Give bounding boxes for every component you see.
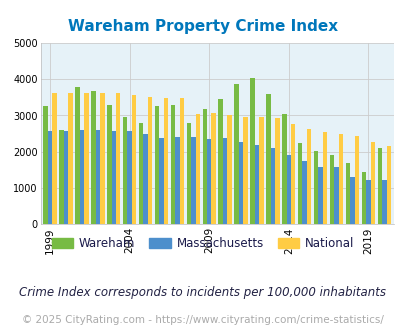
Legend: Wareham, Massachusetts, National: Wareham, Massachusetts, National	[47, 232, 358, 255]
Bar	[234, 84, 238, 224]
Bar	[318, 167, 322, 224]
Bar	[333, 167, 338, 224]
Text: © 2025 CityRating.com - https://www.cityrating.com/crime-statistics/: © 2025 CityRating.com - https://www.city…	[22, 315, 383, 325]
Bar	[127, 131, 132, 224]
Bar	[297, 144, 302, 224]
Bar	[227, 115, 231, 224]
Bar	[266, 94, 270, 224]
Bar	[238, 142, 243, 224]
Bar	[132, 95, 136, 224]
Bar	[381, 180, 386, 224]
Bar	[338, 134, 342, 224]
Bar	[68, 93, 72, 224]
Bar	[154, 106, 159, 224]
Bar	[123, 117, 127, 224]
Bar	[191, 137, 195, 224]
Bar	[306, 129, 311, 224]
Text: Wareham Property Crime Index: Wareham Property Crime Index	[68, 19, 337, 34]
Bar	[243, 117, 247, 224]
Bar	[354, 136, 358, 224]
Bar	[302, 160, 306, 224]
Bar	[211, 113, 215, 224]
Bar	[179, 98, 183, 224]
Bar	[171, 105, 175, 224]
Bar	[207, 139, 211, 224]
Bar	[79, 130, 84, 224]
Bar	[96, 130, 100, 224]
Bar	[175, 137, 179, 224]
Bar	[48, 131, 52, 224]
Bar	[111, 131, 116, 224]
Bar	[313, 151, 318, 224]
Bar	[386, 147, 390, 224]
Bar	[143, 134, 147, 224]
Bar	[186, 123, 191, 224]
Bar	[163, 98, 168, 224]
Bar	[139, 123, 143, 224]
Bar	[270, 148, 275, 224]
Bar	[258, 117, 263, 224]
Bar	[350, 177, 354, 224]
Bar	[275, 118, 279, 224]
Bar	[361, 172, 365, 224]
Text: Crime Index corresponds to incidents per 100,000 inhabitants: Crime Index corresponds to incidents per…	[19, 285, 386, 299]
Bar	[286, 155, 290, 224]
Bar	[254, 145, 258, 224]
Bar	[370, 142, 374, 224]
Bar	[43, 106, 48, 224]
Bar	[75, 87, 79, 224]
Bar	[59, 130, 64, 224]
Bar	[84, 93, 88, 224]
Bar	[329, 155, 333, 224]
Bar	[52, 93, 57, 224]
Bar	[377, 148, 381, 224]
Bar	[202, 109, 207, 224]
Bar	[290, 124, 295, 224]
Bar	[365, 180, 370, 224]
Bar	[159, 138, 163, 224]
Bar	[322, 132, 326, 224]
Bar	[147, 97, 152, 224]
Bar	[100, 93, 104, 224]
Bar	[281, 114, 286, 224]
Bar	[91, 91, 96, 224]
Bar	[250, 78, 254, 224]
Bar	[218, 99, 222, 224]
Bar	[195, 114, 200, 224]
Bar	[222, 138, 227, 224]
Bar	[116, 93, 120, 224]
Bar	[64, 131, 68, 224]
Bar	[107, 105, 111, 224]
Bar	[345, 163, 350, 224]
